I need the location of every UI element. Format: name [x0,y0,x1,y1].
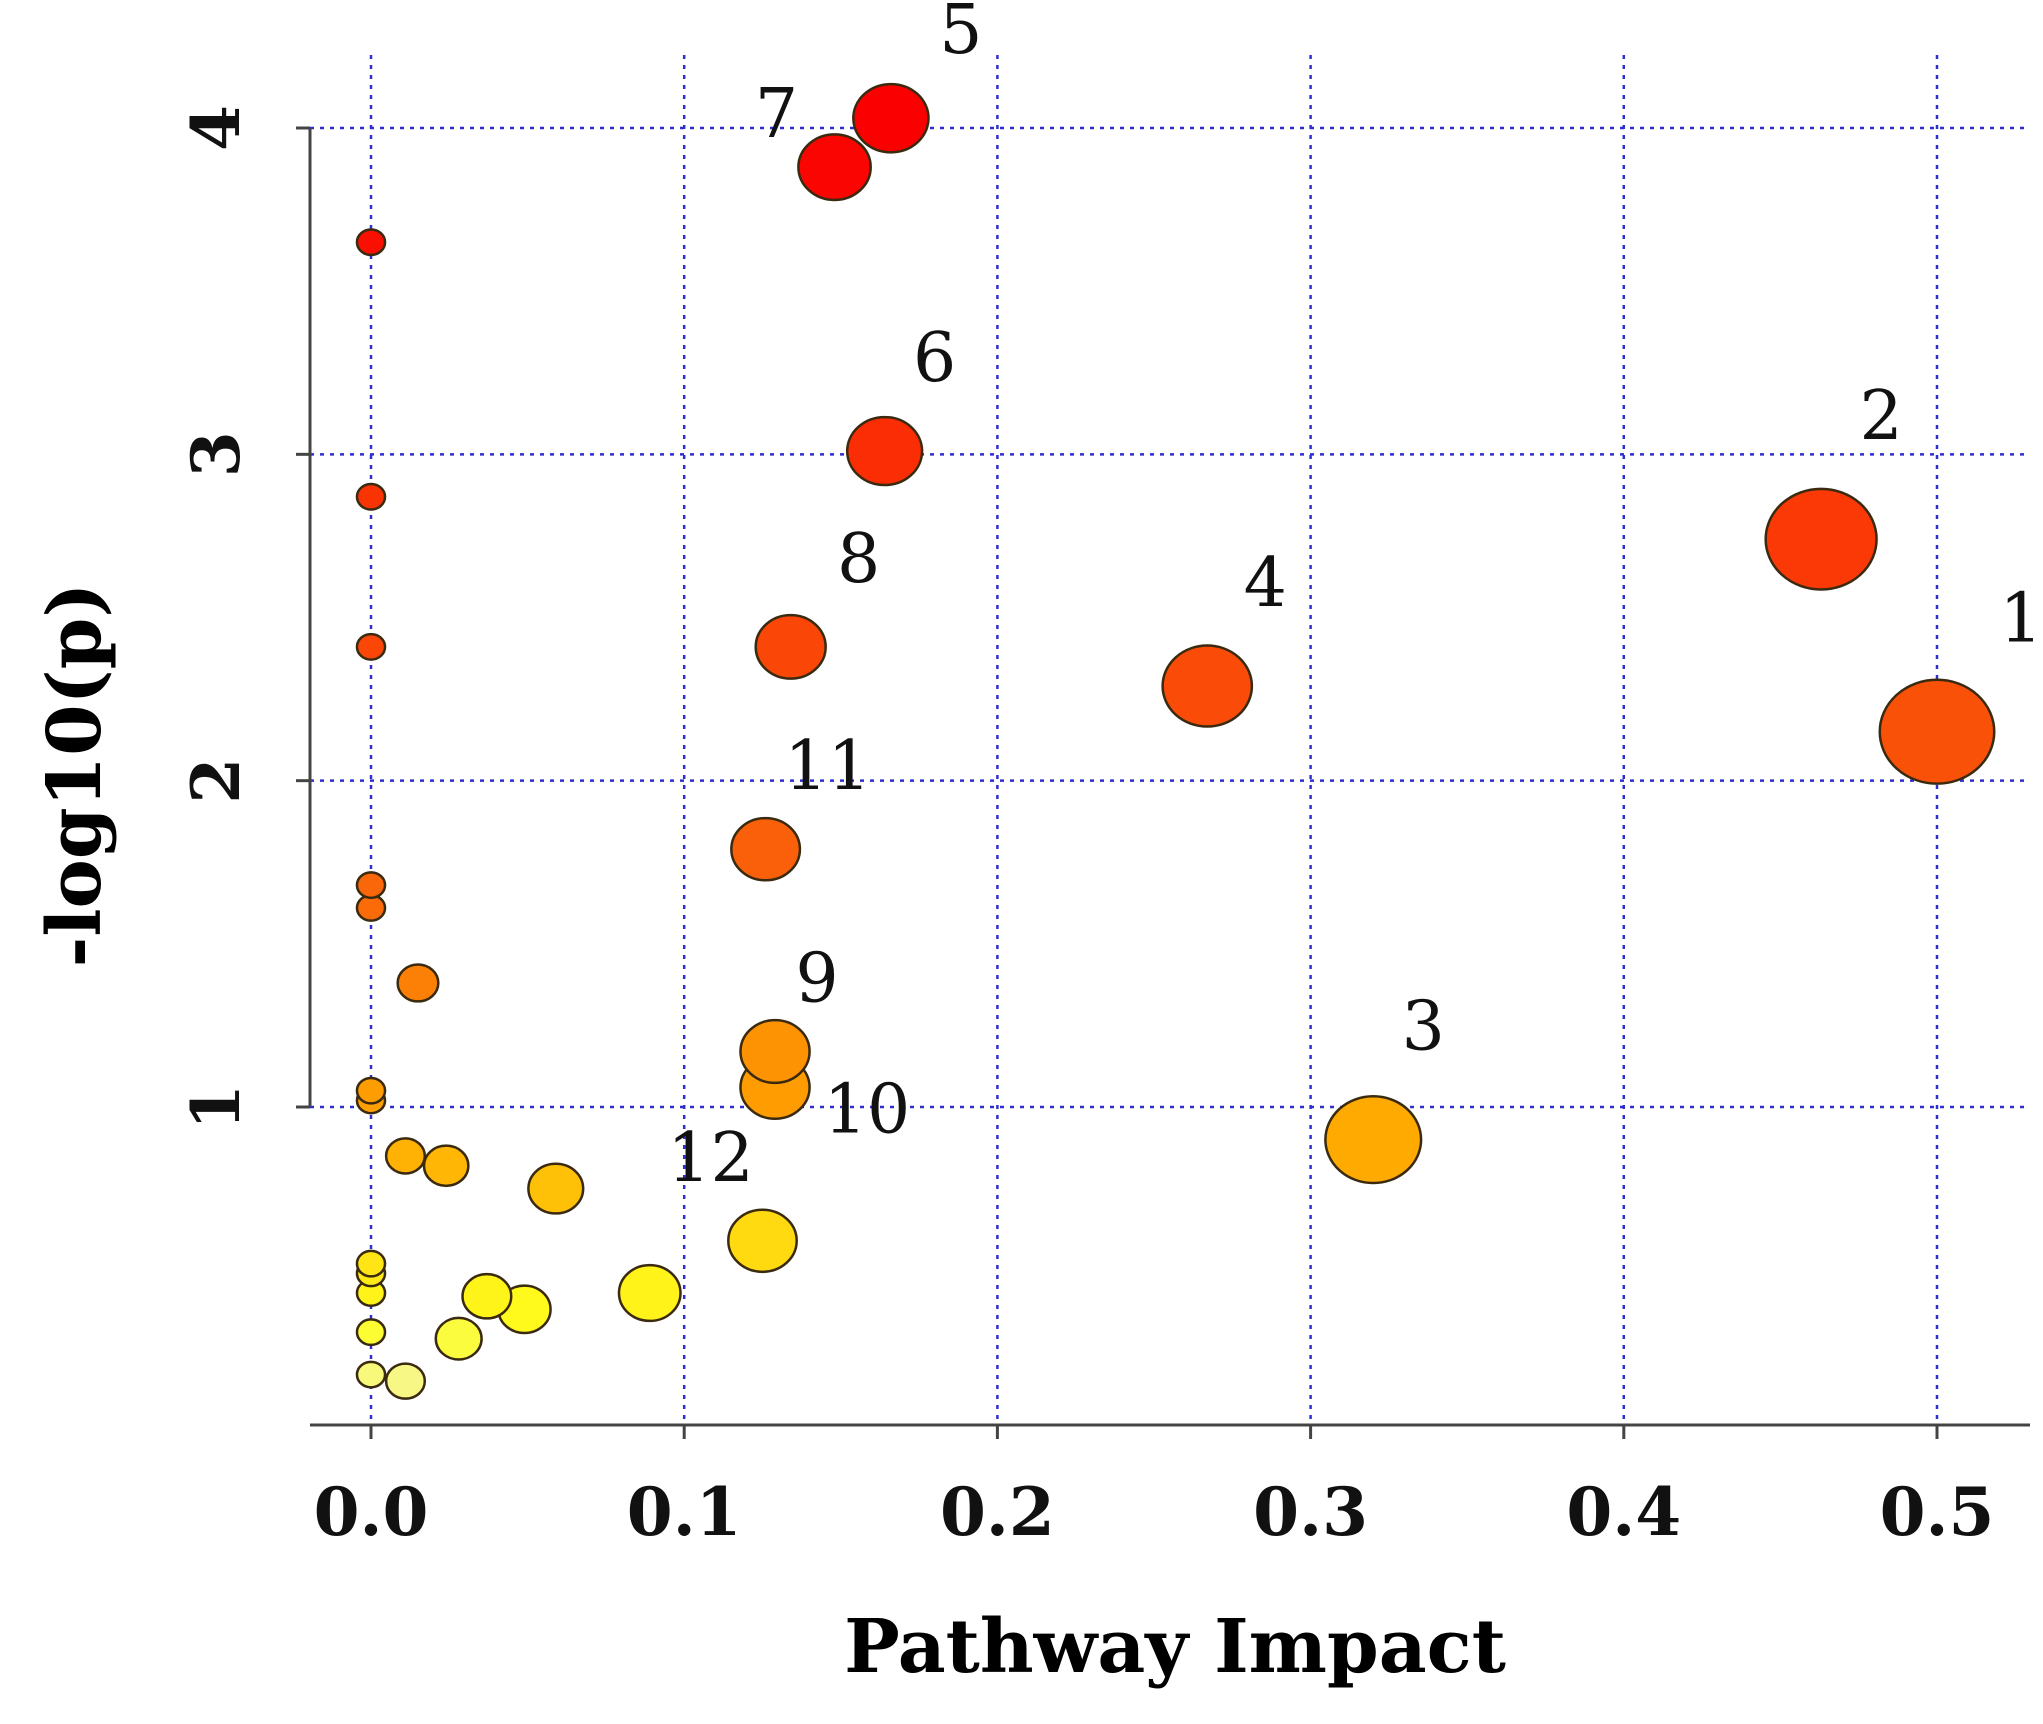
x-tick-label: 0.4 [1566,1473,1681,1551]
point [355,632,387,661]
point [355,1076,387,1105]
point [355,1360,387,1389]
point-label-8: 8 [837,520,880,599]
point-1 [1878,678,1996,785]
point-8 [754,613,827,680]
gridlines [310,55,2030,1425]
point-label-5: 5 [939,0,982,70]
point [422,1144,470,1188]
y-tick-label: 2 [177,758,255,804]
point-label-7: 7 [755,75,798,154]
point [384,1137,427,1175]
point [384,1362,427,1400]
x-axis-title: Pathway Impact [844,1604,1506,1690]
y-tick-label: 3 [177,431,255,477]
point [355,482,387,511]
point-label-6: 6 [913,319,956,398]
point-4 [1161,644,1254,728]
point-9 [739,1018,811,1085]
point [355,1249,387,1278]
point-12 [727,1208,798,1274]
x-tick-label: 0.1 [627,1473,742,1551]
point-label-10: 10 [824,1070,911,1149]
x-tick-label: 0.0 [314,1473,429,1551]
x-tick-label: 0.2 [940,1473,1055,1551]
point-7 [797,133,872,202]
point [355,871,387,900]
y-tick-label: 1 [177,1084,255,1130]
point-label-9: 9 [795,940,838,1019]
point-label-4: 4 [1244,544,1287,623]
point [617,1263,682,1323]
point [355,228,387,257]
y-axis-title: -log10(p) [32,583,118,968]
x-tick-label: 0.5 [1880,1473,1995,1551]
point-2 [1764,487,1878,591]
point-label-11: 11 [784,727,871,806]
point [396,963,440,1003]
point [461,1272,513,1320]
point-3 [1324,1094,1423,1185]
point-6 [845,415,924,487]
point-label-12: 12 [667,1119,754,1198]
point-5 [852,82,930,154]
y-tick-label: 4 [177,105,255,151]
point [355,1318,387,1347]
data-points [355,82,1996,1400]
point-label-2: 2 [1859,377,1902,456]
x-tick-label: 0.3 [1253,1473,1368,1551]
point-label-3: 3 [1402,988,1445,1067]
point-label-1: 1 [1999,580,2042,659]
point-11 [730,816,802,882]
point [527,1162,585,1215]
point [434,1316,483,1361]
